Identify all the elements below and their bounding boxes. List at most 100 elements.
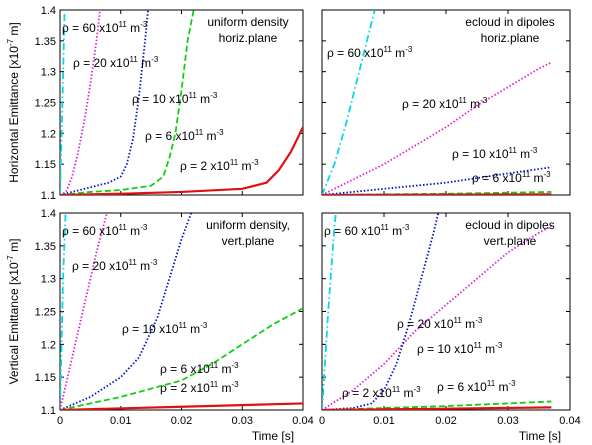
panel-title: uniform density, — [206, 218, 290, 232]
text-part: ρ = 6 x10 — [437, 380, 487, 394]
x-axis-label: Time [s] — [519, 429, 561, 443]
series-label: ρ = 60 x1011 m-3 — [62, 20, 148, 35]
x-axis-label: Time [s] — [252, 429, 294, 443]
superscript: 11 — [474, 341, 483, 350]
series-label: ρ = 6 x1011 m-3 — [437, 379, 516, 394]
text-part: ρ = 20 x10 — [72, 259, 129, 273]
text-part: m — [462, 317, 475, 331]
panel: 0 0.01 0.02 0.03 0.04 — [319, 212, 581, 427]
superscript: -3 — [200, 321, 208, 330]
series-label: ρ = 20 x1011 m-3 — [397, 316, 483, 331]
series-line — [322, 193, 552, 195]
y-tick-label: 1.25 — [35, 307, 56, 319]
y-axis-label: Vertical Emittance [x10-7 m] — [6, 239, 21, 385]
series-line — [60, 213, 193, 410]
text-part: ρ = 20 x10 — [73, 56, 130, 70]
text-part: m — [197, 92, 210, 106]
series-line — [60, 213, 108, 410]
text-part: ρ = 10 x10 — [452, 147, 509, 161]
superscript: 11 — [129, 258, 138, 267]
series-label: ρ = 60 x1011 m-3 — [324, 223, 410, 238]
superscript: 11 — [119, 223, 128, 232]
superscript: -3 — [232, 361, 240, 370]
superscript: -3 — [480, 96, 488, 105]
superscript: -3 — [140, 223, 148, 232]
series-line — [60, 10, 66, 195]
series-line — [60, 10, 149, 195]
series-label: ρ = 2 x1011 m-3 — [342, 385, 421, 400]
text-part: ρ = 60 x10 — [327, 46, 384, 60]
superscript: 11 — [195, 128, 204, 137]
superscript: -3 — [405, 45, 413, 54]
superscript: -3 — [544, 170, 552, 179]
superscript: 11 — [384, 45, 393, 54]
text-part: m — [517, 147, 530, 161]
superscript: 11 — [392, 385, 401, 394]
series-label: ρ = 20 x1011 m-3 — [73, 55, 159, 70]
superscript: 11 — [522, 170, 531, 179]
y-axis-label: Horizontal Emittance [x10-7 m] — [6, 22, 21, 183]
panel-title: vert.plane — [484, 234, 537, 248]
superscript: -3 — [217, 128, 225, 137]
x-tick-label: 0.01 — [373, 415, 394, 427]
text-part: m — [137, 259, 150, 273]
superscript: -3 — [414, 385, 422, 394]
series-line — [322, 213, 337, 410]
text-part: ρ = 60 x10 — [324, 224, 381, 238]
y-tick-label: 1.2 — [41, 339, 56, 351]
series-label: ρ = 20 x1011 m-3 — [72, 258, 158, 273]
panel-title: ecloud in dipoles — [465, 15, 554, 29]
series-label: ρ = 10 x1011 m-3 — [417, 341, 503, 356]
y-tick-label: 1.4 — [41, 5, 56, 17]
text-part: m — [467, 97, 480, 111]
text-part: m — [238, 159, 251, 173]
plot-frame — [59, 9, 304, 196]
series-label: ρ = 20 x1011 m-3 — [402, 96, 488, 111]
text-part: m — [138, 56, 151, 70]
series-label: ρ = 10 x1011 m-3 — [122, 321, 208, 336]
text-part: m] — [7, 22, 21, 39]
superscript: -3 — [475, 316, 483, 325]
superscript: 11 — [130, 55, 139, 64]
text-part: m — [482, 342, 495, 356]
superscript: 11 — [210, 380, 219, 389]
superscript: -3 — [150, 258, 158, 267]
x-tick-label: 0.01 — [110, 415, 131, 427]
text-part: ρ = 10 x10 — [132, 92, 189, 106]
plot-frame — [321, 212, 571, 411]
y-tick-label: 1.15 — [35, 372, 56, 384]
series-label: ρ = 60 x1011 m-3 — [327, 45, 413, 60]
text-part: m — [127, 224, 140, 238]
superscript: -3 — [495, 341, 503, 350]
text-part: m — [203, 129, 216, 143]
y-tick-label: 1.4 — [41, 208, 56, 220]
panel-title: ecloud in dipoles — [465, 218, 554, 232]
series-line — [60, 10, 195, 195]
series-label: ρ = 2 x1011 m-3 — [180, 158, 259, 173]
superscript: 11 — [487, 379, 496, 388]
series-line — [322, 406, 552, 410]
text-part: Vertical Emittance [x10 — [7, 262, 21, 384]
panel — [321, 9, 571, 196]
x-tick-label: 0.03 — [497, 415, 518, 427]
panel-title: horiz.plane — [481, 31, 540, 45]
y-tick-label: 1.15 — [35, 159, 56, 171]
y-tick-label: 1.3 — [41, 274, 56, 286]
text-part: Horizontal Emittance [x10 — [7, 46, 21, 183]
text-part: m — [218, 362, 231, 376]
text-part: m — [392, 46, 405, 60]
series-label: ρ = 60 x1011 m-3 — [62, 223, 148, 238]
x-tick-label: 0.04 — [559, 415, 580, 427]
superscript: -3 — [232, 380, 240, 389]
x-tick-label: 0.03 — [232, 415, 253, 427]
y-tick-label: 1.1 — [41, 405, 56, 417]
x-tick-label: 0.02 — [435, 415, 456, 427]
text-part: m — [389, 224, 402, 238]
text-part: ρ = 6 x10 — [145, 129, 195, 143]
superscript: 11 — [230, 158, 239, 167]
series-label: ρ = 10 x1011 m-3 — [452, 146, 538, 161]
x-tick-label: 0 — [319, 415, 325, 427]
y-tick-label: 1.3 — [41, 67, 56, 79]
text-part: ρ = 20 x10 — [397, 317, 454, 331]
